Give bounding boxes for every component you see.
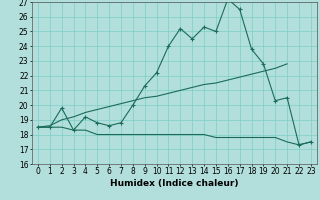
X-axis label: Humidex (Indice chaleur): Humidex (Indice chaleur) xyxy=(110,179,239,188)
